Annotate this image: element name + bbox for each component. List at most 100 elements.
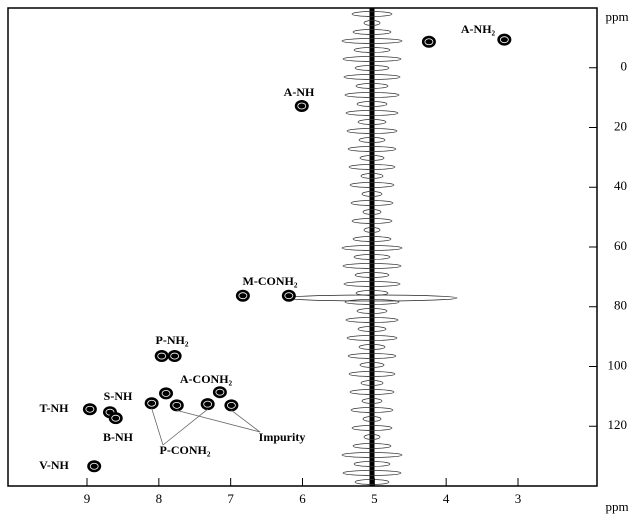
solvent-contour bbox=[342, 56, 402, 62]
solvent-contour bbox=[362, 416, 382, 422]
peak-contour bbox=[203, 400, 213, 408]
y-tick-label: 0 bbox=[621, 59, 628, 74]
peak bbox=[497, 33, 512, 46]
solvent-contour bbox=[345, 110, 399, 116]
solvent-band bbox=[286, 8, 458, 486]
solvent-contour bbox=[360, 380, 384, 386]
peak bbox=[224, 399, 239, 412]
solvent-contour bbox=[347, 146, 397, 152]
solvent-contour bbox=[356, 308, 388, 314]
leader-line bbox=[162, 408, 208, 446]
x-tick-label: 9 bbox=[84, 491, 91, 506]
solvent-contour bbox=[358, 344, 386, 350]
solvent-contour bbox=[352, 29, 392, 35]
peak-contour bbox=[161, 389, 171, 397]
solvent-contour bbox=[352, 236, 392, 242]
solvent-contour bbox=[353, 461, 391, 467]
solvent-contour bbox=[341, 38, 403, 44]
peak-label: P-NH₂ bbox=[156, 333, 189, 347]
leader-line bbox=[231, 410, 261, 433]
peak-label: A-NH bbox=[284, 85, 315, 99]
solvent-contour bbox=[341, 245, 403, 251]
solvent-contour bbox=[363, 227, 381, 233]
y-axis-label: ppm bbox=[605, 9, 628, 24]
peak-contour bbox=[111, 414, 121, 422]
peak-label: A-NH₂ bbox=[461, 22, 496, 36]
solvent-contour bbox=[358, 137, 386, 143]
leader-line bbox=[151, 408, 164, 446]
solvent-contour bbox=[348, 164, 396, 170]
solvent-contour bbox=[351, 425, 393, 431]
solvent-contour bbox=[346, 128, 398, 134]
solvent-contour bbox=[343, 74, 401, 80]
solvent-contour bbox=[345, 317, 399, 323]
solvent-contour bbox=[357, 326, 387, 332]
solvent-contour bbox=[344, 92, 400, 98]
solvent-contour bbox=[360, 173, 384, 179]
solvent-contour bbox=[363, 434, 381, 440]
solvent-contour bbox=[362, 209, 382, 215]
peak-contour bbox=[147, 399, 157, 407]
x-tick-label: 5 bbox=[371, 491, 378, 506]
solvent-contour bbox=[349, 182, 395, 188]
solvent-contour bbox=[342, 263, 402, 269]
peak bbox=[281, 289, 296, 302]
peak-label: M-CONH₂ bbox=[243, 274, 298, 288]
solvent-contour bbox=[343, 281, 401, 287]
y-tick-label: 80 bbox=[614, 298, 627, 313]
peak-contour bbox=[499, 36, 509, 44]
solvent-contour bbox=[353, 47, 391, 53]
peak bbox=[108, 412, 123, 425]
solvent-contour bbox=[356, 101, 388, 107]
solvent-contour bbox=[352, 443, 392, 449]
solvent-contour bbox=[361, 191, 383, 197]
peak-contour bbox=[215, 388, 225, 396]
solvent-contour bbox=[354, 479, 390, 485]
peak-label: V-NH bbox=[39, 458, 69, 472]
plot-frame bbox=[7, 7, 598, 487]
peak bbox=[294, 99, 309, 112]
leader-line bbox=[176, 409, 261, 433]
peak-contour bbox=[172, 401, 182, 409]
solvent-contour bbox=[344, 299, 400, 305]
peak bbox=[87, 460, 102, 473]
peak bbox=[169, 399, 184, 412]
peak bbox=[154, 350, 169, 363]
y-tick-label: 120 bbox=[608, 417, 628, 432]
solvent-contour bbox=[347, 353, 397, 359]
y-tick-label: 60 bbox=[614, 238, 627, 253]
peak-contour bbox=[157, 352, 167, 360]
solvent-contour bbox=[354, 65, 390, 71]
peak-contour bbox=[424, 38, 434, 46]
solvent-contour bbox=[346, 335, 398, 341]
solvent-contour bbox=[353, 254, 391, 260]
x-tick-label: 4 bbox=[443, 491, 450, 506]
peak-contour bbox=[89, 462, 99, 470]
peak-label: B-NH bbox=[103, 430, 134, 444]
solvent-contour bbox=[349, 389, 395, 395]
peak-label: Impurity bbox=[259, 430, 306, 444]
peak bbox=[159, 387, 174, 400]
peak bbox=[167, 350, 182, 363]
peak-contour bbox=[170, 352, 180, 360]
solvent-contour bbox=[348, 371, 396, 377]
peak bbox=[82, 403, 97, 416]
x-tick-label: 7 bbox=[227, 491, 234, 506]
solvent-contour bbox=[354, 272, 390, 278]
y-tick-label: 100 bbox=[608, 357, 628, 372]
peak bbox=[144, 397, 159, 410]
x-tick-label: 6 bbox=[299, 491, 306, 506]
x-tick-label: 3 bbox=[515, 491, 522, 506]
x-tick-label: 8 bbox=[156, 491, 163, 506]
peak-label: T-NH bbox=[40, 401, 70, 415]
peak bbox=[212, 386, 227, 399]
solvent-contour bbox=[363, 20, 381, 26]
y-tick-label: 40 bbox=[614, 178, 627, 193]
solvent-contour bbox=[355, 83, 389, 89]
solvent-contour bbox=[351, 11, 393, 17]
peak-label: S-NH bbox=[104, 389, 133, 403]
peak-label: P-CONH₂ bbox=[160, 443, 211, 457]
x-axis-label: ppm bbox=[605, 499, 628, 514]
peak-contour bbox=[284, 292, 294, 300]
